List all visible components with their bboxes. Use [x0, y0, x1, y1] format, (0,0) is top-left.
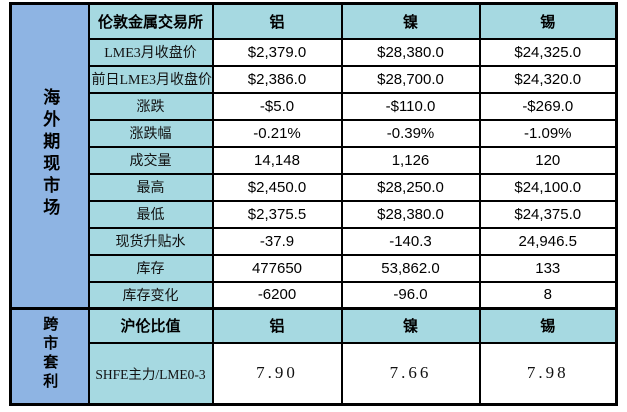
row-label-cell: LME3月收盘价: [87, 37, 214, 67]
value-cell: $2,375.5: [211, 199, 343, 229]
table-row-change: 涨跌 -$5.0 -$110.0 -$269.0: [11, 91, 618, 121]
ratio-value-cell: 7.98: [478, 341, 618, 406]
value-cell: -1.09%: [478, 118, 618, 148]
header-metal-nickel: 镍: [340, 2, 481, 40]
value-cell: 53,862.0: [340, 253, 481, 283]
value-cell: -$269.0: [478, 91, 618, 121]
header-exchange: 伦敦金属交易所: [87, 2, 214, 40]
ratio-value-cell: 7.90: [211, 341, 343, 406]
value-cell: -37.9: [211, 226, 343, 256]
row-label-cell: 库存变化: [87, 280, 214, 310]
value-cell: $24,100.0: [478, 172, 618, 202]
value-cell: $24,320.0: [478, 64, 618, 94]
value-cell: $28,250.0: [340, 172, 481, 202]
value-cell: -140.3: [340, 226, 481, 256]
value-cell: 1,126: [340, 145, 481, 175]
header-metal-aluminum: 铝: [211, 2, 343, 40]
table-row-inventory-change: 库存变化 -6200 -96.0 8: [11, 280, 618, 310]
value-cell: 477650: [211, 253, 343, 283]
row-label-cell: 成交量: [87, 145, 214, 175]
ratio-header-row: 跨市套利 沪伦比值 铝 镍 锡: [9, 307, 618, 406]
sidebar-overseas-market: 海外期现市场: [9, 2, 90, 310]
row-label-cell: 涨跌: [87, 91, 214, 121]
table-header-row: 海外期现市场 伦敦金属交易所 铝 镍 锡: [9, 2, 618, 310]
sidebar-overseas-market-label: 海外期现市场: [40, 87, 60, 220]
value-cell: -0.21%: [211, 118, 343, 148]
header-metal-tin: 锡: [478, 2, 618, 40]
table-row-spot-premium: 现货升贴水 -37.9 -140.3 24,946.5: [11, 226, 618, 256]
value-cell: 14,148: [211, 145, 343, 175]
value-cell: -0.39%: [340, 118, 481, 148]
row-label-cell: SHFE主力/LME0-3: [87, 341, 214, 406]
ratio-header-metal-nickel: 镍: [340, 307, 481, 344]
sidebar-cross-market-arbitrage-label: 跨市套利: [41, 316, 59, 392]
row-label-cell: 库存: [87, 253, 214, 283]
value-cell: $2,386.0: [211, 64, 343, 94]
table-row-inventory: 库存 477650 53,862.0 133: [11, 253, 618, 283]
table-row-volume: 成交量 14,148 1,126 120: [11, 145, 618, 175]
sidebar-cross-market-arbitrage: 跨市套利: [9, 307, 90, 406]
table-row-change-pct: 涨跌幅 -0.21% -0.39% -1.09%: [11, 118, 618, 148]
value-cell: 120: [478, 145, 618, 175]
row-label-cell: 涨跌幅: [87, 118, 214, 148]
value-cell: $24,375.0: [478, 199, 618, 229]
value-cell: 133: [478, 253, 618, 283]
ratio-header-metal-aluminum: 铝: [211, 307, 343, 344]
table-row-low: 最低 $2,375.5 $28,380.0 $24,375.0: [11, 199, 618, 229]
value-cell: $24,325.0: [478, 37, 618, 67]
row-label-cell: 前日LME3月收盘价: [87, 64, 214, 94]
value-cell: $2,379.0: [211, 37, 343, 67]
value-cell: -96.0: [340, 280, 481, 310]
value-cell: $2,450.0: [211, 172, 343, 202]
value-cell: -$110.0: [340, 91, 481, 121]
header-shfe-lme-ratio: 沪伦比值: [87, 307, 214, 344]
table-row-lme3-close: LME3月收盘价 $2,379.0 $28,380.0 $24,325.0: [11, 37, 618, 67]
value-cell: -$5.0: [211, 91, 343, 121]
row-label-cell: 最高: [87, 172, 214, 202]
table-row-shfe-lme-ratio: SHFE主力/LME0-3 7.90 7.66 7.98: [11, 341, 618, 406]
row-label-cell: 最低: [87, 199, 214, 229]
ratio-header-metal-tin: 锡: [478, 307, 618, 344]
ratio-value-cell: 7.66: [340, 341, 481, 406]
row-label-cell: 现货升贴水: [87, 226, 214, 256]
value-cell: $28,700.0: [340, 64, 481, 94]
table-row-high: 最高 $2,450.0 $28,250.0 $24,100.0: [11, 172, 618, 202]
lme-metals-table: 海外期现市场 伦敦金属交易所 铝 镍 锡 LME3月收盘价 $2,379.0 $…: [9, 2, 618, 406]
value-cell: $28,380.0: [340, 37, 481, 67]
value-cell: $28,380.0: [340, 199, 481, 229]
value-cell: -6200: [211, 280, 343, 310]
table-row-prev-lme3-close: 前日LME3月收盘价 $2,386.0 $28,700.0 $24,320.0: [11, 64, 618, 94]
value-cell: 24,946.5: [478, 226, 618, 256]
value-cell: 8: [478, 280, 618, 310]
